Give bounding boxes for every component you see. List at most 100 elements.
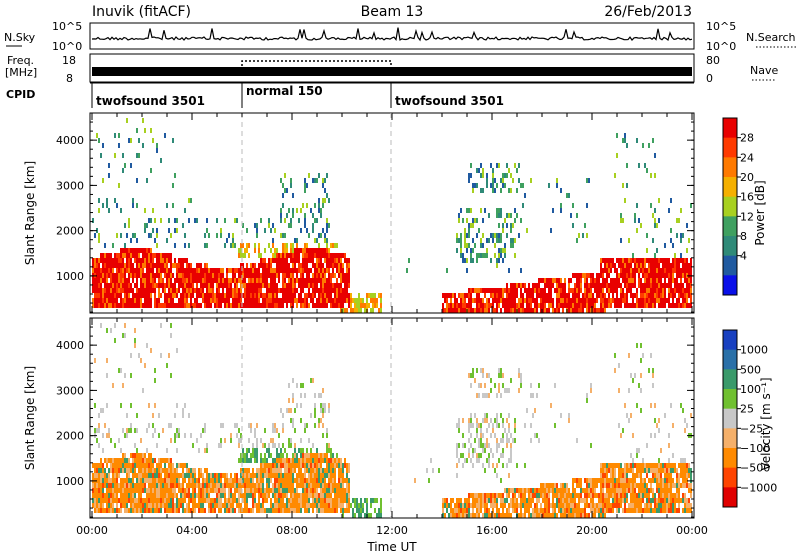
heatmap-cell: [658, 283, 660, 288]
heatmap-cell: [268, 298, 270, 303]
heatmap-cell: [134, 298, 136, 303]
heatmap-cell: [612, 498, 614, 503]
heatmap-cell: [294, 238, 296, 243]
heatmap-cell: [356, 308, 358, 313]
heatmap-cell: [330, 473, 332, 478]
heatmap-cell: [688, 238, 690, 243]
heatmap-cell: [96, 283, 98, 288]
heatmap-cell: [496, 503, 498, 508]
heatmap-cell: [176, 503, 178, 508]
heatmap-cell: [282, 423, 284, 428]
heatmap-cell: [274, 248, 276, 253]
heatmap-cell: [280, 448, 282, 453]
heatmap-cell: [270, 438, 272, 443]
heatmap-cell: [136, 263, 138, 268]
heatmap-cell: [308, 173, 310, 178]
heatmap-cell: [486, 443, 488, 448]
heatmap-cell: [608, 463, 610, 468]
heatmap-cell: [624, 488, 626, 493]
heatmap-cell: [248, 458, 250, 463]
heatmap-cell: [556, 288, 558, 293]
heatmap-cell: [338, 468, 340, 473]
heatmap-cell: [198, 268, 200, 273]
heatmap-cell: [98, 413, 100, 418]
heatmap-cell: [164, 498, 166, 503]
heatmap-cell: [92, 268, 94, 273]
heatmap-cell: [282, 288, 284, 293]
heatmap-cell: [346, 293, 348, 298]
heatmap-cell: [616, 268, 618, 273]
heatmap-cell: [280, 263, 282, 268]
heatmap-cell: [552, 308, 554, 313]
heatmap-cell: [104, 508, 106, 513]
heatmap-cell: [594, 488, 596, 493]
heatmap-cell: [618, 388, 620, 393]
heatmap-cell: [572, 298, 574, 303]
heatmap-cell: [682, 298, 684, 303]
heatmap-cell: [190, 483, 192, 488]
heatmap-cell: [252, 273, 254, 278]
heatmap-cell: [336, 458, 338, 463]
heatmap-cell: [470, 248, 472, 253]
heatmap-cell: [326, 488, 328, 493]
heatmap-cell: [498, 493, 500, 498]
heatmap-cell: [314, 218, 316, 223]
cpid-segment-1: twofsound 3501: [96, 94, 205, 108]
heatmap-cell: [622, 293, 624, 298]
heatmap-cell: [668, 208, 670, 213]
heatmap-cell: [188, 218, 190, 223]
heatmap-cell: [114, 263, 116, 268]
heatmap-cell: [470, 383, 472, 388]
heatmap-cell: [300, 283, 302, 288]
heatmap-cell: [220, 303, 222, 308]
heatmap-cell: [588, 503, 590, 508]
heatmap-cell: [534, 503, 536, 508]
heatmap-cell: [642, 263, 644, 268]
heatmap-cell: [480, 163, 482, 168]
heatmap-cell: [360, 303, 362, 308]
heatmap-cell: [688, 303, 690, 308]
heatmap-cell: [594, 508, 596, 513]
heatmap-cell: [502, 183, 504, 188]
heatmap-cell: [340, 503, 342, 508]
heatmap-cell: [188, 503, 190, 508]
heatmap-cell: [576, 513, 578, 518]
heatmap-cell: [464, 233, 466, 238]
heatmap-cell: [304, 178, 306, 183]
heatmap-cell: [490, 258, 492, 263]
heatmap-cell: [686, 293, 688, 298]
heatmap-cell: [212, 478, 214, 483]
heatmap-cell: [328, 258, 330, 263]
heatmap-cell: [538, 498, 540, 503]
heatmap-cell: [520, 493, 522, 498]
heatmap-cell: [110, 298, 112, 303]
heatmap-cell: [602, 478, 604, 483]
heatmap-cell: [462, 218, 464, 223]
heatmap-cell: [690, 258, 692, 263]
heatmap-cell: [560, 303, 562, 308]
heatmap-cell: [568, 308, 570, 313]
heatmap-cell: [232, 298, 234, 303]
heatmap-cell: [294, 263, 296, 268]
heatmap-cell: [488, 303, 490, 308]
heatmap-cell: [540, 298, 542, 303]
heatmap-cell: [510, 303, 512, 308]
heatmap-cell: [654, 293, 656, 298]
heatmap-cell: [338, 483, 340, 488]
heatmap-cell: [330, 298, 332, 303]
heatmap-cell: [488, 238, 490, 243]
heatmap-cell: [190, 263, 192, 268]
heatmap-cell: [472, 453, 474, 458]
heatmap-cell: [172, 283, 174, 288]
heatmap-cell: [244, 293, 246, 298]
heatmap-cell: [318, 273, 320, 278]
heatmap-cell: [376, 513, 378, 518]
heatmap-cell: [236, 278, 238, 283]
heatmap-cell: [168, 253, 170, 258]
heatmap-cell: [618, 363, 620, 368]
heatmap-cell: [534, 508, 536, 513]
heatmap-cell: [170, 323, 172, 328]
heatmap-cell: [130, 258, 132, 263]
heatmap-cell: [472, 368, 474, 373]
heatmap-cell: [224, 498, 226, 503]
